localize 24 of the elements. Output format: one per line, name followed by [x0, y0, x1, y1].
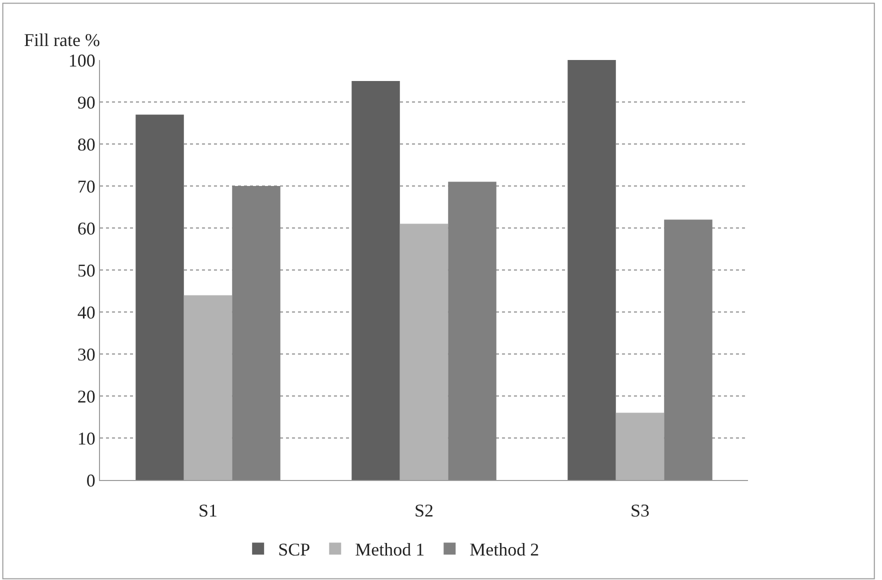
legend-label: Method 2	[470, 540, 540, 560]
bar	[616, 412, 664, 480]
y-tick-label: 10	[77, 428, 96, 448]
bar	[352, 81, 400, 480]
y-axis-title: Fill rate %	[24, 30, 100, 50]
y-tick-label: 80	[77, 134, 96, 154]
y-tick-label: 50	[77, 260, 96, 280]
y-tick-label: 40	[77, 302, 96, 322]
y-tick-label: 20	[77, 386, 96, 406]
y-tick-label: 100	[68, 50, 96, 70]
y-tick-label: 90	[77, 92, 96, 112]
bar	[400, 224, 448, 480]
y-tick-label: 0	[86, 470, 96, 490]
x-tick-label: S2	[414, 500, 434, 521]
legend-label: SCP	[278, 540, 310, 560]
bar	[568, 60, 616, 480]
x-tick-label: S3	[630, 500, 650, 521]
y-tick-label: 70	[77, 176, 96, 196]
y-tick-label: 60	[77, 218, 96, 238]
bar	[184, 295, 232, 480]
y-tick-label: 30	[77, 344, 96, 364]
legend-label: Method 1	[355, 540, 425, 560]
x-tick-label: S1	[198, 500, 218, 521]
bar	[136, 114, 184, 480]
